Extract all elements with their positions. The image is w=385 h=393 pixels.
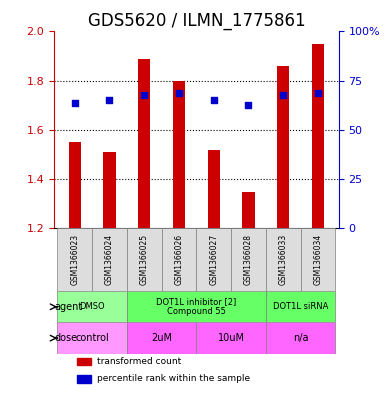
Bar <box>208 150 220 228</box>
Bar <box>243 191 254 228</box>
FancyBboxPatch shape <box>196 323 266 354</box>
Point <box>72 100 78 106</box>
Title: GDS5620 / ILMN_1775861: GDS5620 / ILMN_1775861 <box>87 12 305 30</box>
Point <box>280 92 286 99</box>
Text: n/a: n/a <box>293 333 308 343</box>
FancyBboxPatch shape <box>57 323 127 354</box>
Point <box>245 102 251 108</box>
Point <box>141 92 147 99</box>
FancyBboxPatch shape <box>266 291 335 323</box>
Text: 10uM: 10uM <box>218 333 244 343</box>
Text: GSM1366025: GSM1366025 <box>140 234 149 285</box>
Point <box>176 90 182 96</box>
Text: agent: agent <box>55 302 83 312</box>
Text: percentile rank within the sample: percentile rank within the sample <box>97 375 250 384</box>
Point <box>211 97 217 103</box>
Text: GSM1366026: GSM1366026 <box>174 234 184 285</box>
Text: transformed count: transformed count <box>97 357 181 366</box>
FancyBboxPatch shape <box>266 228 301 291</box>
FancyBboxPatch shape <box>57 291 127 323</box>
Text: DOT1L inhibitor [2]
Compound 55: DOT1L inhibitor [2] Compound 55 <box>156 297 236 316</box>
FancyBboxPatch shape <box>127 291 266 323</box>
FancyBboxPatch shape <box>231 228 266 291</box>
Text: GSM1366028: GSM1366028 <box>244 234 253 285</box>
Text: 2uM: 2uM <box>151 333 172 343</box>
Text: GSM1366027: GSM1366027 <box>209 234 218 285</box>
Text: GSM1366023: GSM1366023 <box>70 234 79 285</box>
Point <box>106 97 112 103</box>
FancyBboxPatch shape <box>301 228 335 291</box>
Bar <box>312 44 324 228</box>
FancyBboxPatch shape <box>127 323 196 354</box>
Text: control: control <box>75 333 109 343</box>
Text: GSM1366034: GSM1366034 <box>313 234 323 285</box>
Bar <box>173 81 185 228</box>
Bar <box>277 66 289 228</box>
Point <box>315 90 321 96</box>
Text: DOT1L siRNA: DOT1L siRNA <box>273 302 328 311</box>
Text: GSM1366024: GSM1366024 <box>105 234 114 285</box>
FancyBboxPatch shape <box>92 228 127 291</box>
Text: dose: dose <box>55 333 78 343</box>
Bar <box>138 59 150 228</box>
Text: DMSO: DMSO <box>79 302 105 311</box>
FancyBboxPatch shape <box>266 323 335 354</box>
Text: GSM1366033: GSM1366033 <box>279 234 288 285</box>
FancyBboxPatch shape <box>57 228 92 291</box>
FancyBboxPatch shape <box>162 228 196 291</box>
FancyBboxPatch shape <box>127 228 162 291</box>
FancyBboxPatch shape <box>196 228 231 291</box>
Bar <box>77 375 91 383</box>
Bar <box>104 152 116 228</box>
Bar <box>77 358 91 365</box>
Bar <box>69 142 81 228</box>
